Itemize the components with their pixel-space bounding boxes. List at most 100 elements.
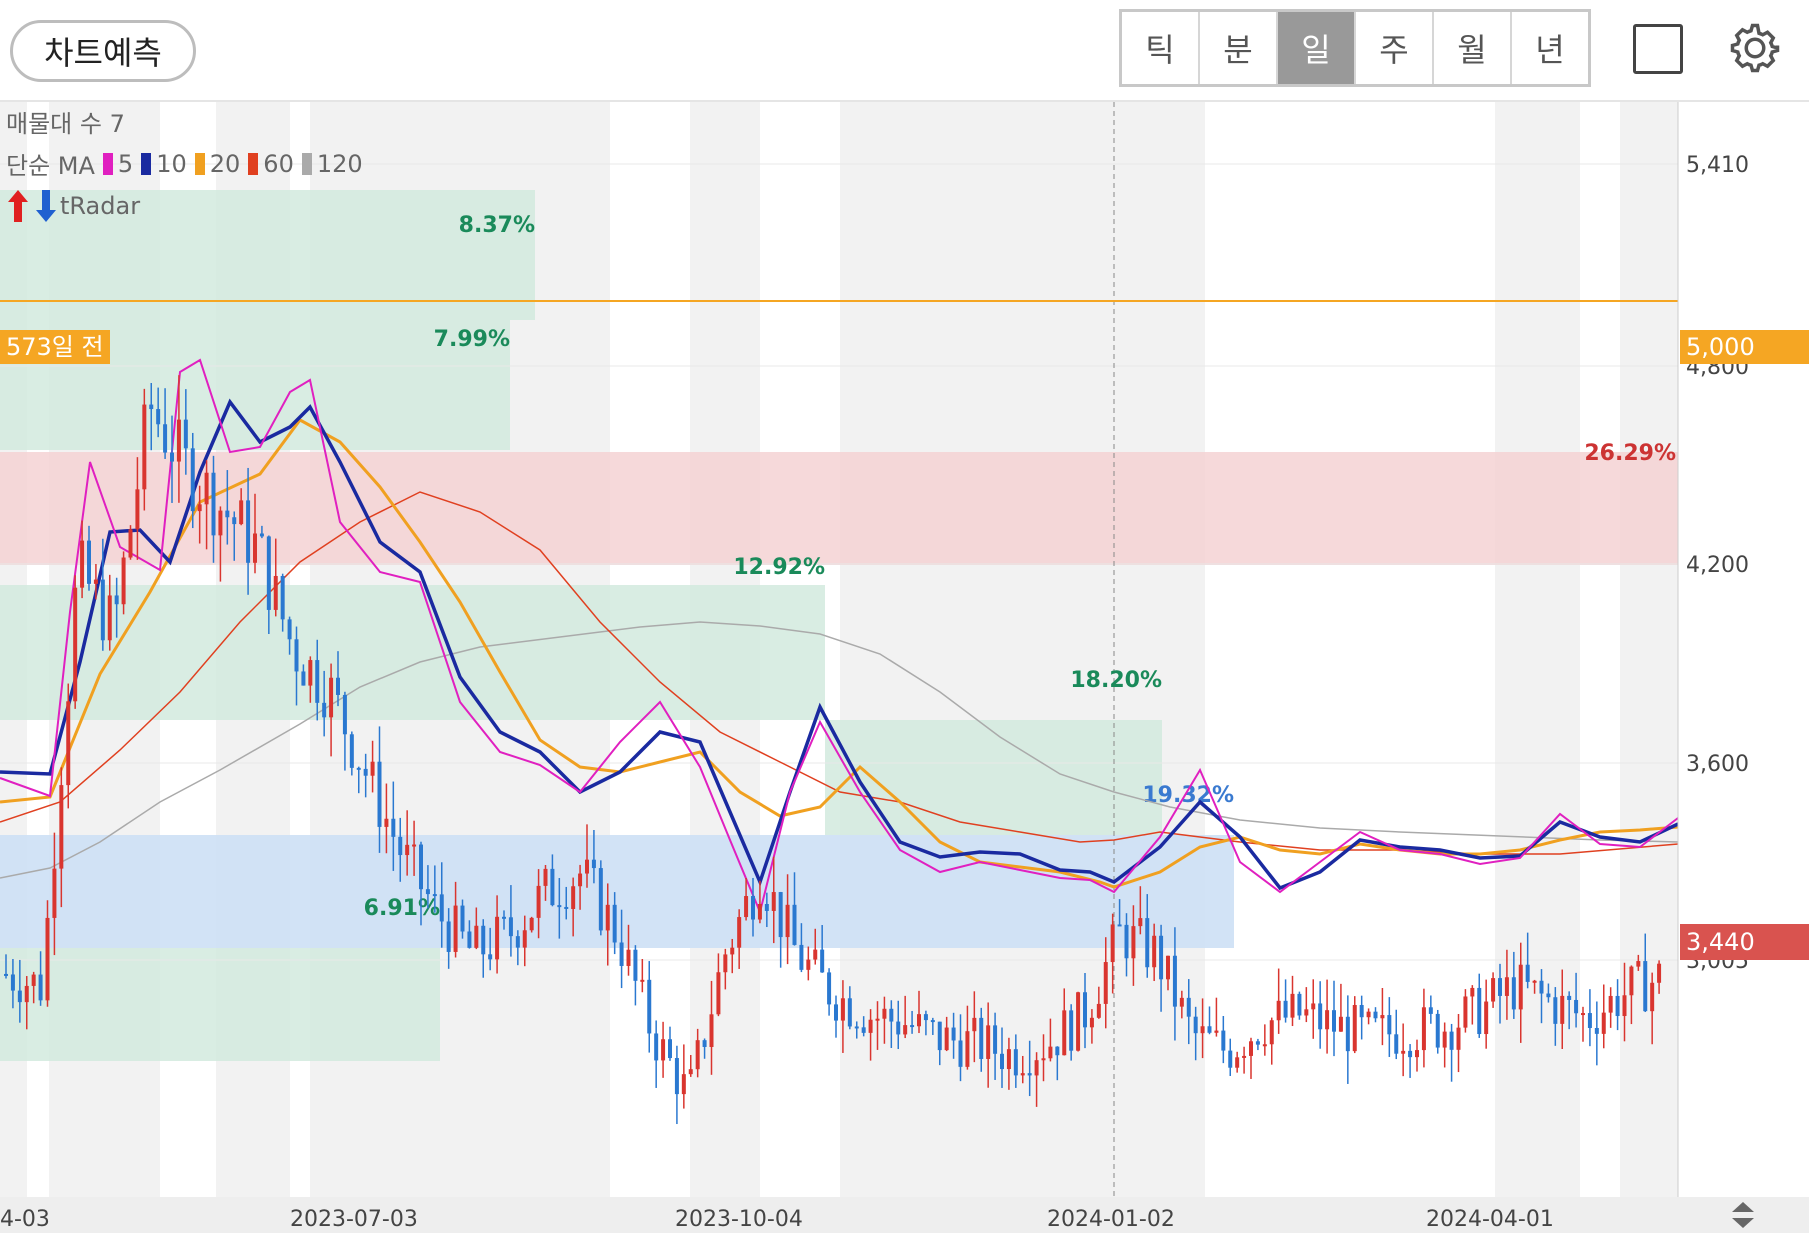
candle-body [744, 896, 749, 918]
candle-body [211, 472, 216, 536]
tab-minute[interactable]: 분 [1200, 12, 1278, 84]
candle-body [668, 1039, 672, 1059]
candle-body [882, 1008, 887, 1019]
candle-body [80, 540, 85, 588]
gear-icon[interactable] [1725, 18, 1785, 78]
candle-body [190, 448, 195, 512]
candle-body [1131, 926, 1136, 959]
volume-profile-label: 매물대 수 7 [6, 110, 125, 138]
candle-body [114, 595, 119, 605]
candle-body [10, 974, 15, 991]
price-tick: 4,200 [1686, 553, 1749, 578]
candle-body [1041, 1058, 1046, 1061]
candle-body [1034, 1060, 1039, 1076]
candle-body [654, 1033, 659, 1061]
candle-body [1456, 1027, 1461, 1050]
tab-year[interactable]: 년 [1535, 31, 1565, 69]
candle-body [1069, 1010, 1074, 1051]
candle-body [875, 1018, 880, 1021]
candle-body [847, 998, 852, 1027]
fullscreen-toggle-icon[interactable] [1633, 24, 1683, 74]
candle-body [1338, 1016, 1343, 1032]
candle-body [1421, 1007, 1426, 1051]
ma-lines [0, 358, 1679, 916]
candle-body [1345, 1016, 1350, 1052]
candle-body [834, 1004, 838, 1021]
tab-day[interactable]: 일 [1278, 12, 1356, 84]
candle-body [474, 925, 479, 948]
candle-body [1643, 961, 1648, 1012]
level-price-tag: 5,000 [1680, 330, 1809, 364]
candle-body [1601, 1012, 1606, 1034]
tab-month[interactable]: 월 [1434, 12, 1512, 84]
candle-body [121, 557, 126, 605]
candle-body [1587, 1013, 1592, 1028]
candle-body [329, 677, 334, 718]
candle-body [757, 904, 762, 920]
candle-body [349, 734, 354, 768]
candle-body [1207, 1026, 1212, 1033]
candle-body [529, 917, 534, 931]
candlesticks [4, 375, 1662, 1125]
candle-body [840, 998, 845, 1021]
zone-label: 8.37% [459, 213, 535, 238]
tab-week[interactable]: 주 [1356, 12, 1434, 84]
candle-body [591, 859, 596, 869]
radar-legend[interactable]: tRadar [6, 188, 140, 224]
candle-body [709, 1014, 714, 1047]
candle-body [619, 942, 624, 966]
date-tick: 2024-01-02 [1047, 1207, 1175, 1232]
candle-body [363, 768, 368, 776]
candle-body [1297, 993, 1302, 1016]
candle-body [460, 905, 465, 932]
candle-body [439, 894, 444, 922]
ma-period: 10 [156, 149, 187, 178]
candle-body [1567, 995, 1572, 1000]
candle-body [425, 889, 430, 895]
candle-body [1062, 1010, 1067, 1056]
candle-body [432, 894, 437, 897]
candle-body [1200, 1026, 1205, 1034]
date-axis-bg [0, 1197, 1809, 1233]
candle-body [695, 1040, 700, 1070]
candle-body [183, 419, 188, 449]
price-chart[interactable]: 8.37% 7.99% 26.29% 12.92% 18.20% 19.32% … [0, 102, 1809, 1233]
axis-scale-handle-icon[interactable] [1728, 1200, 1758, 1230]
candle-body [17, 990, 22, 1003]
candle-body [1186, 997, 1191, 1017]
candle-body [232, 517, 237, 525]
tab-tick[interactable]: 틱 [1122, 12, 1200, 84]
candle-body [1124, 924, 1129, 959]
ma-10-swatch [141, 152, 152, 175]
candle-body [1145, 918, 1150, 968]
candle-body [1546, 993, 1551, 998]
candle-body [419, 844, 423, 890]
candle-body [972, 1017, 977, 1032]
candle-body [1089, 1017, 1094, 1028]
candle-body [1498, 978, 1502, 996]
up-down-arrows-icon [8, 190, 56, 222]
candle-body [1484, 1001, 1489, 1035]
candle-body [1332, 1010, 1336, 1032]
chart-predict-button[interactable]: 차트예측 [10, 20, 196, 82]
candle-body [861, 1027, 866, 1033]
top-toolbar: 차트예측 틱 분 일 주 월 년 [0, 0, 1809, 102]
candle-body [170, 452, 174, 462]
ma-60-swatch [248, 152, 259, 175]
ma-legend[interactable]: 단순 MA 5 10 20 60 120 [6, 146, 363, 181]
candle-body [1283, 1000, 1288, 1018]
candle-body [1214, 1030, 1219, 1033]
candle-body [1491, 978, 1496, 1002]
candle-body [1159, 935, 1164, 980]
candle-body [681, 1074, 686, 1095]
candle-body [986, 1025, 991, 1059]
candle-body [1532, 980, 1537, 983]
candle-body [280, 575, 285, 620]
price-tick: 5,410 [1686, 153, 1749, 178]
candle-body [661, 1039, 666, 1061]
candle-body [1394, 1034, 1399, 1054]
candle-body [1553, 997, 1558, 1024]
candle-body [73, 587, 78, 702]
candle-body [1325, 1010, 1330, 1030]
candle-body [1048, 1046, 1053, 1059]
